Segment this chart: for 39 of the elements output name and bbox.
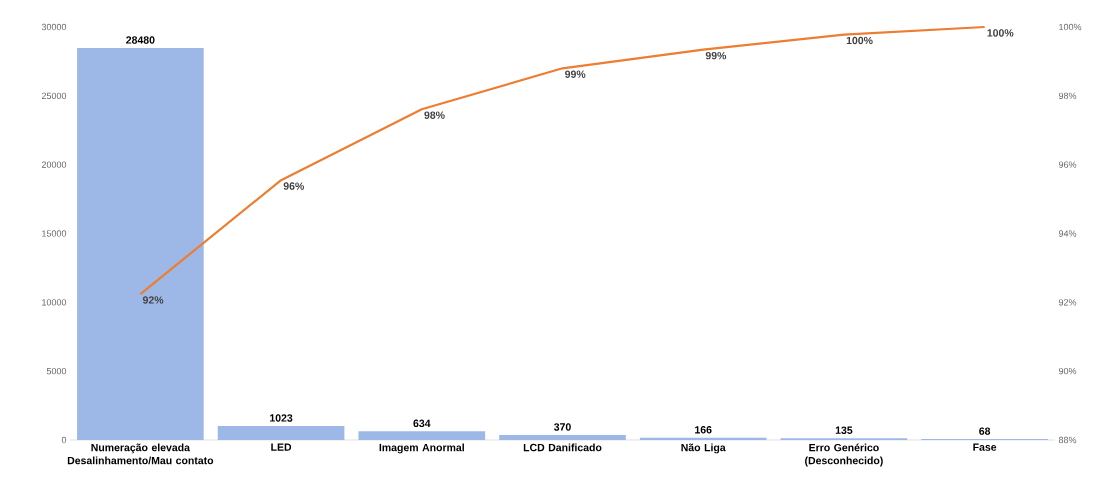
y-tick-label: 15000 xyxy=(42,230,67,237)
data-label: 1023 xyxy=(270,414,293,422)
data-label: 99% xyxy=(565,70,586,78)
x-tick-label: Erro Genérico (Desconhecido) xyxy=(805,443,883,467)
x-tick-label: LED xyxy=(271,443,292,451)
data-label: 100% xyxy=(846,36,873,45)
data-label: 92% xyxy=(142,296,164,304)
bar xyxy=(77,47,204,440)
y-tick-label: 0 xyxy=(61,436,67,444)
y2-tick-label: 100% xyxy=(1059,23,1082,31)
data-label: 370 xyxy=(553,423,571,431)
x-tick-label: Fase xyxy=(973,443,997,451)
data-label: 135 xyxy=(835,426,853,434)
y2-tick-label: 90% xyxy=(1058,367,1077,375)
data-label: 166 xyxy=(695,426,712,434)
x-tick-label: Não Liga xyxy=(681,443,726,454)
x-tick-label: Numeração elevada Desalinhamento/Mau contato xyxy=(67,443,214,465)
bar xyxy=(217,425,345,440)
y-tick-label: 20000 xyxy=(41,161,67,168)
y2-tick-label: 92% xyxy=(1058,299,1077,306)
data-label: 96% xyxy=(283,182,305,190)
y2-tick-label: 94% xyxy=(1058,230,1077,237)
data-label: 634 xyxy=(413,419,431,428)
data-label: 100% xyxy=(987,29,1014,37)
bar xyxy=(358,431,486,440)
data-label: 98% xyxy=(424,111,445,119)
y2-tick-label: 96% xyxy=(1058,161,1077,168)
x-tick-label: LCD Danificado xyxy=(523,443,602,452)
data-label: 99% xyxy=(705,51,727,60)
data-label: 68 xyxy=(979,427,991,435)
bar xyxy=(499,434,626,440)
y-tick-label: 30000 xyxy=(41,23,67,31)
y-tick-label: 10000 xyxy=(42,299,67,306)
data-label: 28480 xyxy=(126,36,155,44)
x-tick-label: Imagem Anormal xyxy=(379,443,464,454)
y2-tick-label: 98% xyxy=(1058,92,1077,100)
y-tick-label: 25000 xyxy=(41,92,67,100)
y2-tick-label: 88% xyxy=(1058,436,1077,444)
y-tick-label: 5000 xyxy=(46,367,67,375)
